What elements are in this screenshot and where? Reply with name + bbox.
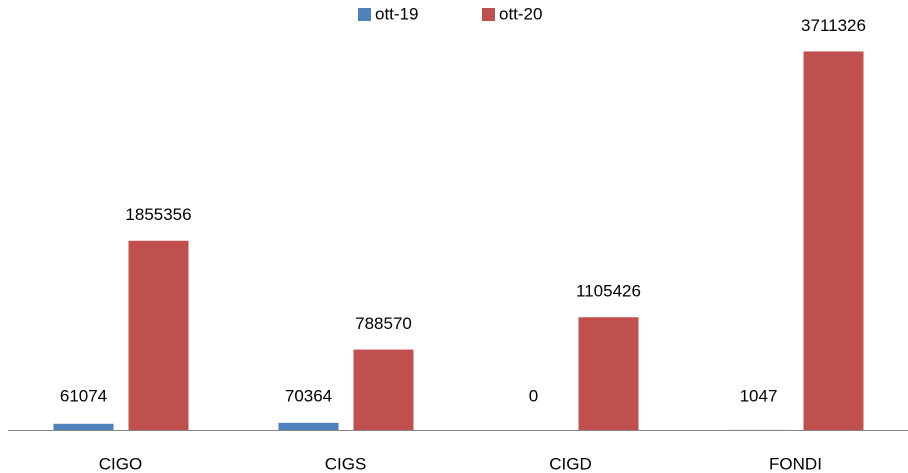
data-label: 70364	[285, 386, 332, 405]
legend-label: ott-19	[375, 4, 418, 23]
x-tick-label: CIGO	[99, 454, 142, 473]
x-tick-label: CIGS	[325, 454, 367, 473]
data-label: 61074	[60, 386, 107, 405]
x-tick-label: FONDI	[769, 454, 822, 473]
legend-label: ott-20	[499, 4, 542, 23]
bar	[278, 422, 339, 430]
bar	[128, 240, 189, 430]
bar	[53, 423, 114, 430]
legend-swatch	[358, 8, 371, 21]
data-label: 788570	[355, 314, 412, 333]
data-label: 0	[529, 386, 538, 405]
legend-swatch	[482, 8, 495, 21]
bar	[803, 51, 864, 430]
bar	[578, 317, 639, 430]
x-tick-label: CIGD	[549, 454, 592, 473]
data-label: 1105426	[576, 282, 641, 301]
data-label: 1855356	[125, 205, 191, 224]
data-label: 1047	[740, 386, 778, 405]
data-label: 3711326	[801, 16, 866, 35]
bar	[353, 349, 414, 430]
